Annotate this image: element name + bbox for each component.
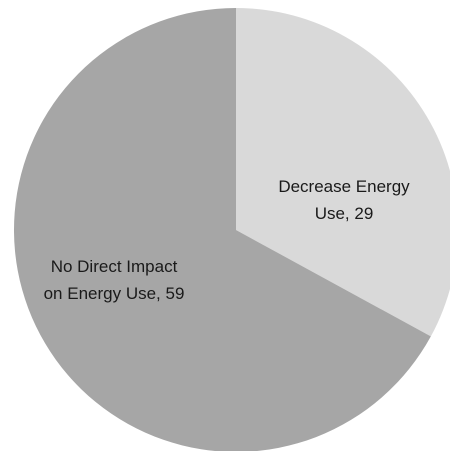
slices-layer — [14, 8, 450, 451]
pie-slice-label-line: Decrease Energy — [278, 177, 410, 196]
pie-slice-label-line: No Direct Impact — [51, 257, 178, 276]
pie-slice-label-2: No Direct Impact on Energy Use, 59 — [44, 257, 185, 303]
pie-slice-2 — [14, 8, 431, 451]
pie-slice-label-1: Decrease Energy Use, 29 — [278, 177, 410, 223]
labels-layer: Decrease Energy Use, 29 No Direct Impact on… — [44, 177, 411, 303]
pie-slice-1 — [236, 8, 450, 337]
pie-slice-label-line: Use, 29 — [315, 204, 374, 223]
pie-slice-label-line: on Energy Use, 59 — [44, 284, 185, 303]
